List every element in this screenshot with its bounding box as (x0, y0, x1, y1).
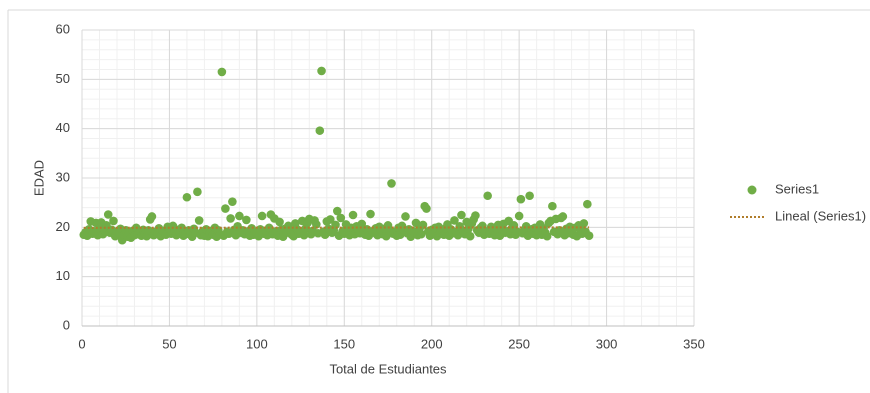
y-axis-title: EDAD (31, 160, 46, 196)
legend-label: Series1 (775, 181, 819, 196)
data-point (401, 212, 410, 221)
data-point (357, 219, 367, 229)
data-point (387, 179, 396, 188)
data-point (228, 197, 237, 206)
data-point (226, 214, 235, 223)
x-tick-label: 150 (333, 336, 355, 351)
data-point (584, 231, 594, 241)
data-point (516, 194, 526, 204)
data-point (514, 211, 524, 221)
data-point (542, 231, 552, 241)
data-point (548, 201, 557, 211)
x-tick-label: 50 (162, 336, 176, 351)
data-point (348, 210, 358, 220)
data-point (332, 206, 342, 216)
y-tick-label: 50 (56, 71, 70, 86)
legend-label: Lineal (Series1) (775, 208, 866, 223)
data-point (317, 66, 326, 76)
data-point (450, 216, 459, 225)
data-point (422, 204, 431, 213)
data-point (242, 215, 251, 225)
x-tick-label: 300 (596, 336, 618, 351)
y-tick-label: 0 (63, 317, 70, 332)
x-tick-label: 250 (508, 336, 530, 351)
data-point (558, 212, 568, 221)
x-axis-title: Total de Estudiantes (329, 361, 447, 376)
x-tick-label: 200 (421, 336, 443, 351)
data-point (315, 126, 325, 135)
data-point (483, 191, 492, 201)
data-point (109, 216, 118, 226)
data-point (193, 187, 202, 197)
data-point (194, 216, 204, 225)
data-point (235, 211, 244, 221)
data-point (275, 217, 284, 227)
data-point (312, 220, 321, 229)
data-point (336, 213, 346, 223)
data-point (366, 209, 375, 219)
data-point (257, 211, 267, 221)
data-point (465, 231, 475, 241)
y-tick-label: 30 (56, 169, 70, 184)
y-tick-label: 40 (56, 120, 70, 135)
data-point (325, 215, 335, 224)
data-point (525, 191, 534, 201)
y-tick-label: 60 (56, 21, 70, 36)
data-point (579, 219, 589, 228)
legend-marker (747, 185, 757, 195)
data-point (103, 210, 113, 219)
x-tick-label: 350 (683, 336, 705, 351)
data-point (182, 192, 192, 202)
x-tick-label: 0 (78, 336, 85, 351)
data-point (147, 212, 157, 221)
y-tick-label: 20 (56, 219, 70, 234)
data-point (471, 211, 480, 220)
data-point (457, 210, 466, 220)
y-tick-label: 10 (56, 268, 70, 283)
data-point (221, 204, 230, 213)
data-point (583, 199, 592, 209)
data-point (299, 230, 309, 240)
data-point (416, 229, 426, 239)
data-point (217, 67, 227, 77)
data-point (381, 231, 391, 241)
x-tick-label: 100 (246, 336, 268, 351)
